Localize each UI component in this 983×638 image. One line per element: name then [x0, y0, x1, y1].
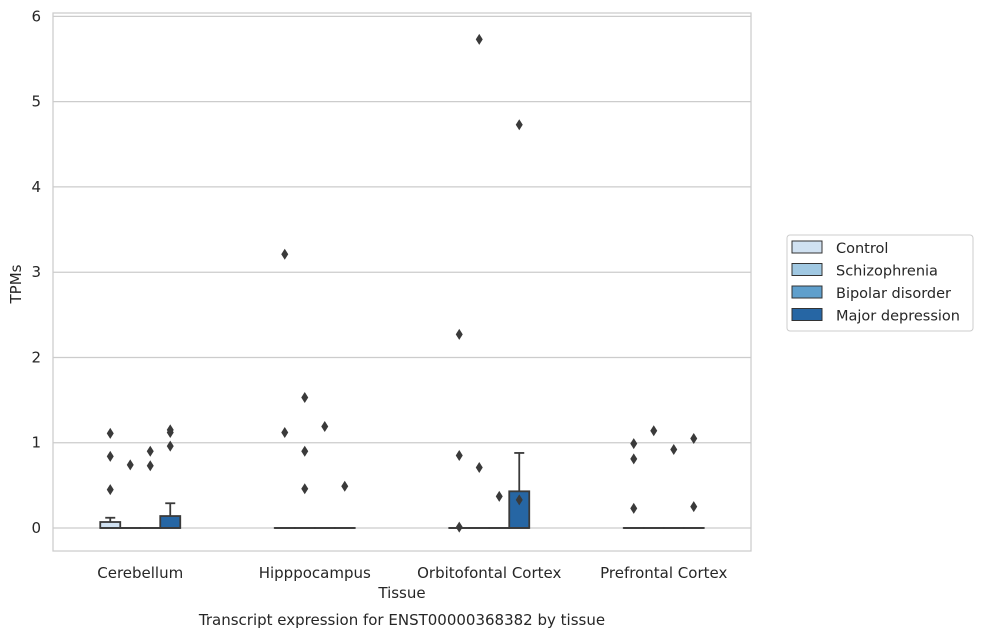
outlier-point [455, 450, 463, 462]
outlier-point [301, 392, 309, 404]
y-tick-label: 6 [31, 7, 41, 25]
outlier-point [166, 424, 174, 436]
y-tick-label: 3 [31, 263, 41, 281]
outlier-point [650, 425, 658, 437]
outlier-point [455, 328, 463, 340]
legend-item: Bipolar disorder [791, 285, 951, 302]
outlier-point [341, 480, 349, 492]
outlier-point [106, 450, 114, 462]
outlier-point [146, 445, 154, 457]
legend-label: Bipolar disorder [836, 286, 951, 302]
outlier-point [166, 440, 174, 452]
x-ticks: Cerebellum Hipppocampus Orbitofontal Corte… [97, 564, 727, 582]
boxes [99, 452, 705, 529]
y-tick-label: 0 [31, 519, 41, 537]
outlier-point [495, 490, 503, 502]
box-group [508, 452, 531, 529]
y-axis-label: TPMs [7, 264, 25, 304]
outlier-point [690, 501, 698, 513]
legend: Control Schizophrenia Bipolar disorder Majo… [786, 234, 974, 332]
legend-label: Major depression [836, 309, 960, 325]
x-tick-label: Cerebellum [97, 564, 183, 582]
outlier-point [106, 484, 114, 496]
outlier-point [146, 460, 154, 472]
y-tick-label: 2 [31, 348, 41, 366]
outlier-point [126, 459, 134, 471]
x-tick-label: Prefrontal Cortex [600, 564, 727, 582]
x-tick-label: Orbitofontal Cortex [417, 564, 561, 582]
outlier-point [515, 494, 523, 506]
outlier-point [670, 444, 678, 456]
x-axis-label: Tissue [377, 584, 425, 602]
y-tick-label: 1 [31, 434, 41, 452]
y-tick-label: 4 [31, 178, 41, 196]
legend-frame [786, 234, 974, 332]
box-group [99, 516, 122, 529]
outlier-point [630, 502, 638, 514]
outlier-point [281, 426, 289, 438]
outlier-point [321, 421, 329, 433]
plot-frame [52, 12, 752, 552]
outlier-point [455, 521, 463, 533]
outlier-point [281, 248, 289, 260]
legend-item: Schizophrenia [791, 263, 938, 280]
legend-item: Control [791, 240, 888, 257]
outlier-point [475, 33, 483, 45]
outlier-point [515, 119, 523, 131]
legend-swatch [791, 285, 823, 299]
y-tick-label: 5 [31, 93, 41, 111]
outlier-point [301, 445, 309, 457]
legend-item: Major depression [791, 308, 960, 325]
outliers [106, 33, 698, 533]
y-ticks: 0 1 2 3 4 5 6 [31, 7, 41, 537]
box-group [159, 502, 182, 529]
x-tick-label: Hipppocampus [259, 564, 371, 582]
outlier-point [690, 432, 698, 444]
outlier-point [301, 483, 309, 495]
gridlines [53, 15, 751, 529]
legend-swatch [791, 240, 823, 254]
outlier-point [106, 427, 114, 439]
legend-swatch [791, 263, 823, 276]
legend-label: Control [836, 241, 888, 257]
box [159, 515, 182, 529]
outlier-point [475, 461, 483, 473]
chart-caption: Transcript expression for ENST0000036838… [198, 611, 605, 629]
legend-label: Schizophrenia [836, 264, 938, 280]
outlier-point [630, 438, 638, 450]
legend-swatch [791, 308, 823, 321]
outlier-point [630, 453, 638, 465]
